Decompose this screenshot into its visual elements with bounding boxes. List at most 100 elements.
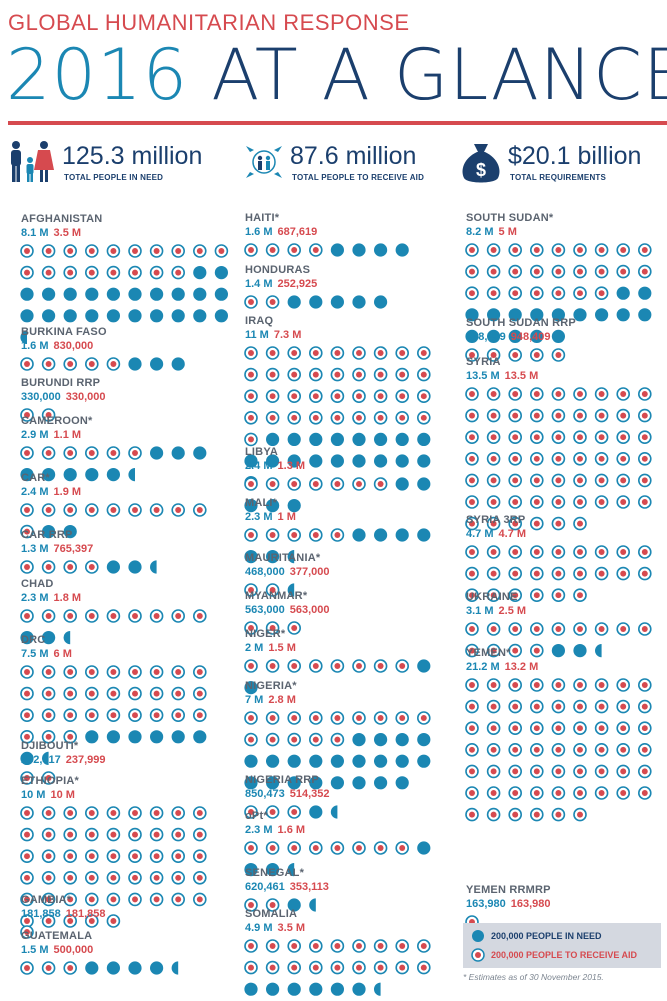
aid-dot <box>171 665 185 679</box>
aid-dot <box>265 711 280 725</box>
need-dot <box>330 454 344 468</box>
aid-dot <box>573 516 587 531</box>
aid-dot <box>63 914 77 928</box>
aid-dot <box>594 387 609 401</box>
aid-dot <box>465 545 479 559</box>
need-dot <box>374 528 388 542</box>
aid-dot <box>508 678 523 692</box>
people-in-need-value: 8.2 M <box>466 226 494 238</box>
need-dot <box>150 730 164 744</box>
need-dot <box>128 560 142 574</box>
aid-dot <box>508 495 523 509</box>
aid-dot <box>193 708 207 723</box>
aid-dot <box>63 708 77 723</box>
need-dot <box>465 308 479 322</box>
aid-dot <box>128 244 142 258</box>
need-dot <box>20 751 34 766</box>
need-dot <box>352 454 366 468</box>
aid-dot <box>287 659 302 673</box>
aid-dot <box>85 609 99 623</box>
aid-dot <box>265 367 280 382</box>
aid-dot <box>63 560 77 574</box>
aid-dot <box>594 495 609 509</box>
aid-dot <box>128 609 142 623</box>
aid-dot <box>20 961 34 975</box>
aid-dot <box>330 939 345 953</box>
need-dot <box>417 454 431 468</box>
aid-dot <box>616 243 631 257</box>
aid-dot <box>308 939 323 953</box>
aid-dot <box>551 243 566 257</box>
need-dot <box>193 309 207 323</box>
aid-dot <box>106 665 121 679</box>
aid-dot <box>41 446 56 460</box>
country-figures: 2 M 1.5 M <box>245 642 296 654</box>
aid-dot <box>106 827 121 842</box>
aid-dot <box>149 244 164 258</box>
people-receive-aid-value: 5 M <box>498 226 517 238</box>
people-in-need-value: 10 M <box>21 789 46 801</box>
aid-dot <box>573 243 587 257</box>
need-dot <box>287 898 301 912</box>
aid-dot <box>330 389 345 404</box>
need-dot <box>42 468 56 482</box>
aid-dot <box>465 622 479 636</box>
country-name: CAMEROON* <box>21 415 93 427</box>
aid-dot <box>308 346 323 360</box>
aid-dot <box>85 914 99 928</box>
people-in-need-value: 3.1 M <box>466 605 494 617</box>
aid-dot <box>41 771 56 785</box>
aid-dot <box>529 451 544 466</box>
aid-dot <box>508 286 523 301</box>
need-dot <box>417 659 431 673</box>
aid-dot <box>573 588 587 603</box>
country-name: ETHIOPIA* <box>21 775 80 787</box>
aid-dot <box>330 346 345 360</box>
people-receive-aid-value: 948,409 <box>510 331 551 343</box>
aid-dot <box>352 960 366 975</box>
aid-dot <box>616 622 631 636</box>
aid-dot <box>465 495 479 509</box>
aid-dot <box>171 708 185 723</box>
need-dot <box>352 243 366 257</box>
need-dot <box>214 309 228 323</box>
aid-dot <box>20 708 34 723</box>
aid-dot <box>529 545 544 559</box>
need-dot <box>63 468 77 482</box>
need-dot <box>287 432 301 446</box>
aid-dot <box>244 711 258 725</box>
aid-dot <box>551 786 566 800</box>
aid-dot <box>63 806 77 820</box>
country-figures: 330,000 330,000 <box>21 391 106 403</box>
legend-aid: 200,000 PEOPLE TO RECEIVE AID <box>471 948 637 964</box>
aid-dot <box>529 286 544 301</box>
need-dot <box>616 286 630 300</box>
aid-dot <box>85 686 99 701</box>
aid-dot <box>508 387 523 401</box>
need-dot <box>465 329 479 343</box>
aid-dot <box>265 841 280 855</box>
aid-dot <box>551 742 566 757</box>
country-name: MAURITANIA* <box>245 552 321 564</box>
aid-dot <box>287 939 302 953</box>
aid-dot <box>41 870 56 885</box>
need-dot <box>573 308 587 322</box>
aid-dot <box>41 914 56 928</box>
aid-dot <box>41 408 56 422</box>
country-name: NIGERIA* <box>245 680 297 692</box>
aid-dot <box>193 665 207 679</box>
people-in-need-value: 282,417 <box>21 754 61 766</box>
need-dot <box>150 560 157 574</box>
aid-dot <box>551 764 566 779</box>
aid-dot <box>149 665 164 679</box>
aid-dot <box>308 367 323 382</box>
aid-dot <box>287 410 302 425</box>
aid-dot <box>637 566 652 581</box>
aid-dot <box>486 451 501 466</box>
aid-dot <box>573 408 587 423</box>
aid-dot <box>486 807 501 822</box>
aid-dot <box>193 686 207 701</box>
aid-dot <box>416 346 431 360</box>
aid-dot <box>465 786 479 800</box>
people-receive-aid-value: 7.3 M <box>273 329 302 341</box>
